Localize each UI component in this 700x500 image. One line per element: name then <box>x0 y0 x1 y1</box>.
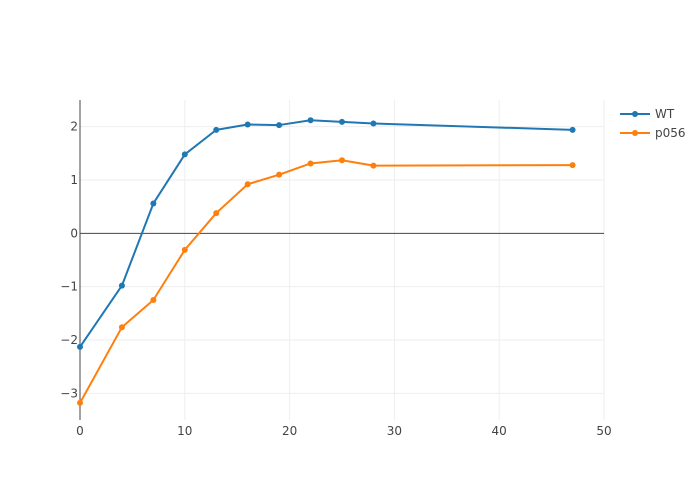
legend-swatch-marker <box>632 111 638 117</box>
axes <box>79 100 604 420</box>
data-point[interactable] <box>181 151 188 158</box>
series-wt <box>77 117 576 350</box>
series-p056 <box>77 157 576 406</box>
x-tick-label: 40 <box>492 424 507 438</box>
data-point[interactable] <box>569 126 576 133</box>
x-tick-label: 30 <box>387 424 402 438</box>
data-point[interactable] <box>339 157 345 164</box>
data-point[interactable] <box>307 160 314 167</box>
legend-item-wt[interactable]: WT <box>620 107 675 121</box>
y-tick-label: −2 <box>60 333 78 347</box>
data-point[interactable] <box>213 210 220 217</box>
x-tick-label: 10 <box>177 424 192 438</box>
data-point[interactable] <box>307 117 314 124</box>
legend-label: WT <box>655 107 675 121</box>
data-point[interactable] <box>150 297 157 303</box>
tick-labels: 0 10 20 30 40 50 −3 −2 −1 0 1 2 <box>60 120 611 438</box>
data-point[interactable] <box>276 122 283 129</box>
y-tick-label: −3 <box>60 386 78 400</box>
y-tick-label: 2 <box>70 120 78 134</box>
data-point[interactable] <box>77 343 83 350</box>
data-point[interactable] <box>118 282 125 289</box>
series-group <box>77 117 576 406</box>
data-point[interactable] <box>244 121 251 128</box>
data-point[interactable] <box>370 120 377 127</box>
x-tick-label: 50 <box>596 424 611 438</box>
data-point[interactable] <box>569 162 576 169</box>
grid-lines <box>80 100 605 420</box>
data-point[interactable] <box>213 126 220 133</box>
x-tick-label: 20 <box>282 424 297 438</box>
y-tick-label: −1 <box>60 280 78 294</box>
legend-swatch-marker <box>632 130 638 136</box>
data-point[interactable] <box>118 324 125 331</box>
data-point[interactable] <box>339 118 345 125</box>
y-tick-label: 1 <box>70 173 78 187</box>
data-point[interactable] <box>181 246 188 253</box>
legend-item-p056[interactable]: p056 <box>620 126 686 140</box>
series-line <box>79 159 573 404</box>
data-point[interactable] <box>370 162 377 169</box>
legend-label: p056 <box>655 126 686 140</box>
data-point[interactable] <box>150 200 157 207</box>
y-tick-label: 0 <box>70 226 78 240</box>
x-tick-label: 0 <box>76 424 84 438</box>
data-point[interactable] <box>276 171 283 178</box>
data-point[interactable] <box>77 399 83 406</box>
data-point[interactable] <box>244 181 251 188</box>
legend[interactable]: WT p056 <box>620 107 686 140</box>
